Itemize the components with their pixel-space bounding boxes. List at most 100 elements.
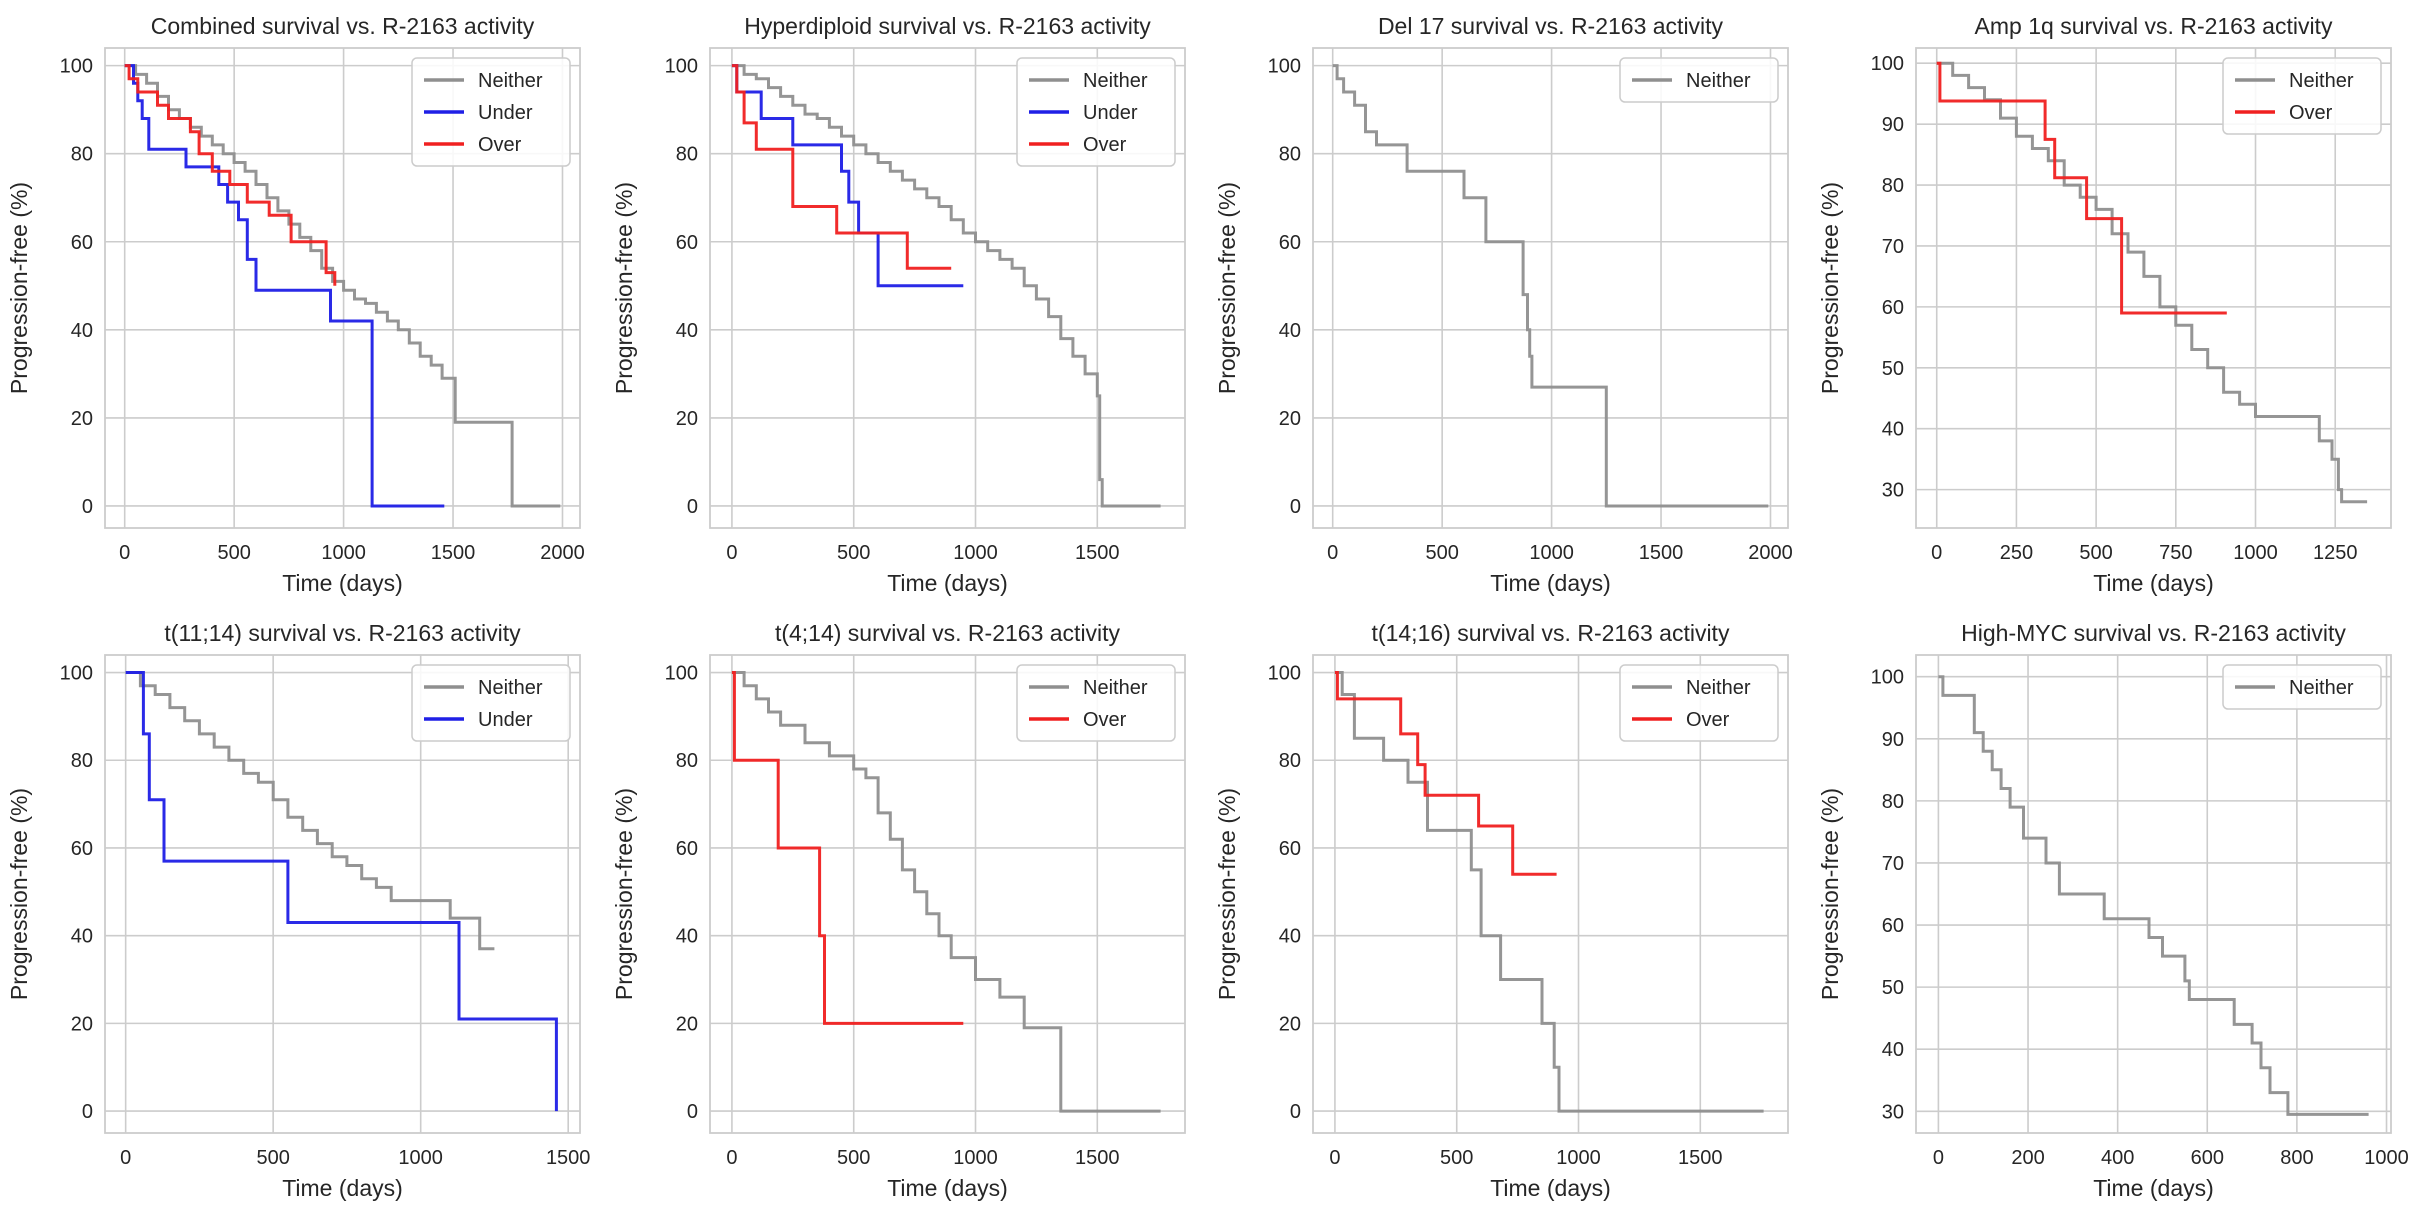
y-tick-label: 100: [1268, 56, 1301, 78]
x-axis-label: Time (days): [2093, 1175, 2214, 1201]
y-tick-label: 20: [71, 1013, 93, 1035]
y-tick-label: 60: [71, 838, 93, 860]
legend: Neither Over: [1619, 664, 1779, 742]
series-line-neither: [731, 64, 1161, 508]
y-axis-label: Progression-free (%): [1214, 182, 1240, 394]
y-tick-label: 40: [71, 320, 93, 342]
series-line-over: [731, 64, 952, 270]
x-tick-label: 0: [1933, 1147, 1944, 1169]
x-tick-label: 500: [256, 1147, 289, 1169]
y-tick-label: 100: [1268, 663, 1301, 685]
y-tick-label: 90: [1882, 729, 1904, 751]
y-axis-label: Progression-free (%): [1817, 182, 1843, 394]
legend-label: Neither: [1686, 70, 1751, 92]
legend-box: [1016, 664, 1176, 742]
y-tick-label: 40: [1279, 320, 1301, 342]
y-tick-label: 80: [71, 750, 93, 772]
x-tick-label: 500: [837, 1147, 870, 1169]
x-tick-label: 1000: [1529, 542, 1574, 564]
y-tick-label: 40: [1882, 1039, 1904, 1061]
y-axis-label: Progression-free (%): [6, 788, 32, 1000]
y-axis-label: Progression-free (%): [611, 788, 637, 1000]
chart-title: t(14;16) survival vs. R-2163 activity: [1372, 620, 1730, 646]
chart-panel: 0 200 400 600 800 1000 30 40 50 60 70 80 90 100 High-M…: [1817, 620, 2409, 1201]
x-tick-label: 500: [1440, 1147, 1473, 1169]
legend-label: Neither: [1686, 677, 1751, 699]
legend-box: [2222, 664, 2382, 710]
legend-box: [411, 664, 571, 742]
x-tick-label: 1000: [953, 1147, 998, 1169]
legend-label: Under: [478, 709, 533, 731]
legend-label: Neither: [1083, 677, 1148, 699]
y-tick-label: 100: [1871, 667, 1904, 689]
chart-panel: 0 500 1000 1500 0 20 40 60 80 100 t(14;16) surviva…: [1214, 620, 1789, 1201]
y-tick-label: 70: [1882, 236, 1904, 258]
y-tick-label: 0: [82, 496, 93, 518]
chart-panel: 0 250 500 750 1000 1250 30 40 50 60 70 80 90 100 Amp 1…: [1817, 13, 2392, 596]
x-axis-label: Time (days): [2093, 570, 2214, 596]
legend-label: Neither: [1083, 70, 1148, 92]
x-tick-label: 1500: [1075, 542, 1120, 564]
series-line-neither: [1936, 61, 2368, 504]
legend-label: Under: [1083, 102, 1138, 124]
y-tick-label: 0: [82, 1101, 93, 1123]
legend-label: Neither: [478, 70, 543, 92]
legend-label: Neither: [2289, 70, 2354, 92]
series-line-over: [1936, 61, 2227, 315]
y-tick-label: 20: [1279, 1013, 1301, 1035]
series-line-neither: [125, 671, 495, 951]
chart-title: t(4;14) survival vs. R-2163 activity: [775, 620, 1121, 646]
y-tick-label: 70: [1882, 853, 1904, 875]
chart-panel: 0 500 1000 1500 0 20 40 60 80 100 t(4;14) survival…: [611, 620, 1186, 1201]
legend-label: Over: [2289, 102, 2333, 124]
chart-panel: 0 500 1000 1500 2000 0 20 40 60 80 100 Del 17 survi…: [1214, 13, 1793, 596]
x-tick-label: 750: [2159, 542, 2192, 564]
y-tick-label: 20: [676, 1013, 698, 1035]
x-tick-label: 1250: [2313, 542, 2358, 564]
y-tick-label: 0: [1290, 496, 1301, 518]
legend-box: [1619, 664, 1779, 742]
legend-box: [411, 57, 571, 167]
plot-frame: [1312, 47, 1789, 529]
x-tick-label: 0: [1327, 542, 1338, 564]
y-tick-label: 60: [1279, 232, 1301, 254]
x-tick-label: 1500: [1075, 1147, 1120, 1169]
chart-title: Hyperdiploid survival vs. R-2163 activit…: [744, 13, 1151, 39]
legend-label: Neither: [2289, 677, 2354, 699]
x-tick-label: 1000: [1556, 1147, 1601, 1169]
legend-box: [1016, 57, 1176, 167]
series-line-over: [124, 64, 337, 286]
x-tick-label: 1500: [546, 1147, 591, 1169]
x-tick-label: 1000: [953, 542, 998, 564]
x-tick-label: 0: [726, 542, 737, 564]
legend-box: [1619, 57, 1779, 103]
y-tick-label: 40: [676, 926, 698, 948]
plot-frame: [709, 654, 1186, 1134]
y-axis-label: Progression-free (%): [611, 182, 637, 394]
x-tick-label: 200: [2011, 1147, 2044, 1169]
y-tick-label: 100: [60, 56, 93, 78]
y-tick-label: 30: [1882, 480, 1904, 502]
series-line-over: [731, 671, 964, 1025]
x-tick-label: 1000: [398, 1147, 443, 1169]
x-tick-label: 0: [726, 1147, 737, 1169]
legend-label: Under: [478, 102, 533, 124]
y-tick-label: 60: [676, 232, 698, 254]
y-tick-label: 90: [1882, 114, 1904, 136]
y-tick-label: 60: [676, 838, 698, 860]
x-axis-label: Time (days): [282, 1175, 403, 1201]
x-tick-label: 500: [1425, 542, 1458, 564]
y-tick-label: 0: [687, 1101, 698, 1123]
y-tick-label: 40: [71, 926, 93, 948]
x-tick-label: 600: [2191, 1147, 2224, 1169]
legend-label: Over: [1083, 134, 1127, 156]
y-tick-label: 50: [1882, 358, 1904, 380]
plot-frame: [1915, 654, 2392, 1134]
x-axis-label: Time (days): [887, 570, 1008, 596]
y-axis-label: Progression-free (%): [1817, 788, 1843, 1000]
x-axis-label: Time (days): [1490, 1175, 1611, 1201]
y-tick-label: 40: [676, 320, 698, 342]
chart-title: Del 17 survival vs. R-2163 activity: [1378, 13, 1724, 39]
chart-title: Amp 1q survival vs. R-2163 activity: [1975, 13, 2333, 39]
